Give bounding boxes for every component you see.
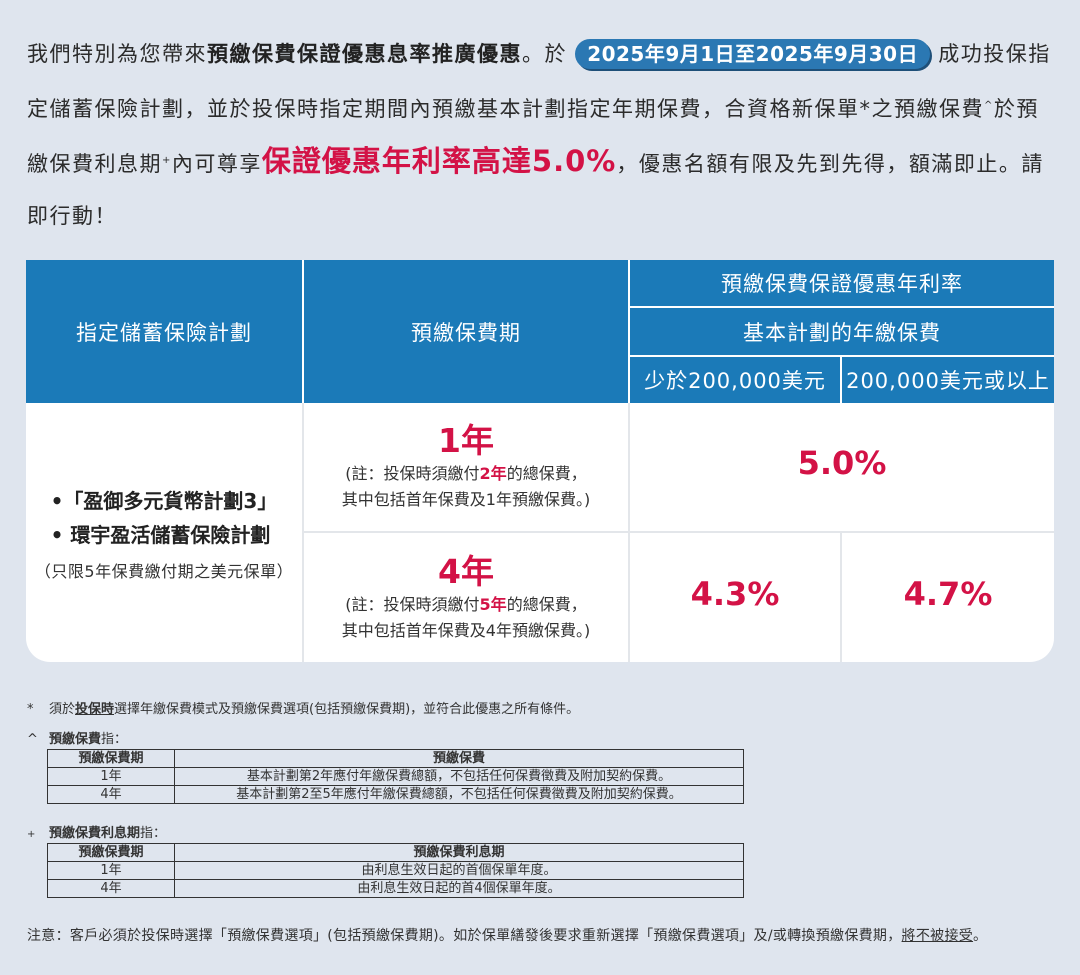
grid-line bbox=[304, 531, 1054, 533]
footnote-text: 須於 bbox=[49, 702, 76, 717]
plan-item: • 環宇盈活儲蓄保險計劃 bbox=[50, 522, 271, 547]
footnote-3: + 預繳保費利息期指： bbox=[27, 822, 166, 841]
term-note: (註：投保時須繳付2年的總保費， 其中包括首年保費及1年預繳保費。) bbox=[342, 461, 590, 513]
intro-text: 成功投保指定儲蓄保險計劃，並於投保時指定期間內預繳基本計劃指定年期保費，合資格新… bbox=[27, 42, 1051, 121]
footnote-title: 預繳保費 bbox=[49, 732, 102, 747]
footnote-2: ^ 預繳保費指： bbox=[27, 728, 127, 747]
table-header: 預繳保費期 bbox=[47, 749, 175, 768]
term-cell-4: 4年 (註：投保時須繳付5年的總保費， 其中包括首年保費及4年預繳保費。) bbox=[304, 533, 628, 662]
term-note: (註：投保時須繳付5年的總保費， 其中包括首年保費及4年預繳保費。) bbox=[342, 592, 590, 644]
term-note-text: 的總保費， bbox=[506, 464, 587, 483]
term-cell-1: 1年 (註：投保時須繳付2年的總保費， 其中包括首年保費及1年預繳保費。) bbox=[304, 403, 628, 531]
table-row: 4年 由利息生效日起的首4個保單年度。 bbox=[47, 879, 744, 898]
table-row: 4年 基本計劃第2至5年應付年繳保費總額，不包括任何保費徵費及附加契約保費。 bbox=[47, 785, 744, 804]
table-cell: 1年 bbox=[47, 861, 175, 880]
table-cell: 4年 bbox=[47, 785, 175, 804]
intro-text: 內可尊享 bbox=[171, 152, 262, 176]
table-header: 預繳保費利息期 bbox=[174, 843, 744, 862]
term-note-text: 的總保費， bbox=[506, 594, 587, 614]
col-header-premium: 基本計劃的年繳保費 bbox=[630, 308, 1054, 355]
rate-4yr-band-2: 4.7% bbox=[903, 575, 993, 613]
header-divider bbox=[630, 355, 1054, 357]
table-header: 預繳保費期 bbox=[47, 843, 175, 862]
footnote-marker: ^ bbox=[984, 100, 994, 111]
col-header-plan: 指定儲蓄保險計劃 bbox=[26, 260, 302, 403]
table-row: 1年 由利息生效日起的首個保單年度。 bbox=[47, 861, 744, 880]
intro-paragraph: 我們特別為您帶來預繳保費保證優惠息率推廣優惠。於 2025年9月1日至2025年… bbox=[27, 28, 1057, 242]
footnote-text: 指： bbox=[140, 826, 167, 841]
grid-line bbox=[302, 403, 304, 662]
footnote-text: 指： bbox=[101, 732, 128, 747]
term-note-years: 2年 bbox=[479, 464, 507, 483]
footnote-text: 選擇年繳保費模式及預繳保費選項(包括預繳保費期)，並符合此優惠之所有條件。 bbox=[114, 702, 580, 717]
rate-table: 指定儲蓄保險計劃 預繳保費期 預繳保費保證優惠年利率 基本計劃的年繳保費 少於2… bbox=[26, 260, 1054, 662]
header-divider bbox=[628, 260, 630, 403]
interest-period-table: 預繳保費期 預繳保費利息期 1年 由利息生效日起的首個保單年度。 4年 由利息生效日起… bbox=[47, 843, 744, 898]
footnote-marker: * bbox=[27, 702, 34, 717]
promo-title: 預繳保費保證優惠息率推廣優惠 bbox=[207, 42, 522, 66]
rate-4yr-band-1: 4.3% bbox=[690, 575, 780, 613]
footnote-1: * 須於投保時選擇年繳保費模式及預繳保費選項(包括預繳保費期)，並符合此優惠之所有… bbox=[27, 698, 579, 717]
intro-text: ，優惠名額有限及先到先得，額滿即止。請即行動！ bbox=[27, 152, 1044, 228]
intro-text: 於預繳保費利息期 bbox=[27, 97, 1039, 176]
footer-text: 注意：客戶必須於投保時選擇「預繳保費選項」(包括預繳保費期)。如於保單繕發後要求… bbox=[27, 928, 902, 944]
term-note-text: (註：投保時須繳付 bbox=[345, 594, 480, 614]
grid-line bbox=[840, 533, 842, 662]
rate-1yr: 5.0% bbox=[797, 444, 887, 482]
table-header: 預繳保費 bbox=[174, 749, 744, 768]
table-cell: 4年 bbox=[47, 879, 175, 898]
plan-note: （只限5年保費繳付期之美元保單） bbox=[34, 561, 294, 581]
plan-list: •「盈御多元貨幣計劃3」 • 環宇盈活儲蓄保險計劃 bbox=[51, 484, 278, 552]
prepaid-premium-table: 預繳保費期 預繳保費 1年 基本計劃第2年應付年繳保費總額，不包括任何保費徵費及附加… bbox=[47, 749, 744, 804]
footer-emphasis: 將不被接受 bbox=[901, 928, 974, 944]
table-cell: 基本計劃第2年應付年繳保費總額，不包括任何保費徵費及附加契約保費。 bbox=[174, 767, 744, 786]
plan-cell: •「盈御多元貨幣計劃3」 • 環宇盈活儲蓄保險計劃 （只限5年保費繳付期之美元保… bbox=[26, 403, 302, 662]
term-label: 4年 bbox=[438, 551, 494, 591]
intro-text: 。於 bbox=[522, 42, 567, 66]
footnote-marker: + bbox=[162, 155, 172, 166]
col-header-band-2: 200,000美元或以上 bbox=[842, 357, 1054, 403]
header-divider bbox=[840, 357, 842, 403]
col-header-term: 預繳保費期 bbox=[304, 260, 628, 403]
footnote-marker: + bbox=[27, 829, 36, 840]
col-header-band-1: 少於200,000美元 bbox=[630, 357, 840, 403]
term-label: 1年 bbox=[438, 421, 494, 460]
table-cell: 1年 bbox=[47, 767, 175, 786]
term-note-text: (註：投保時須繳付 bbox=[345, 464, 480, 483]
col-header-rate: 預繳保費保證優惠年利率 bbox=[630, 260, 1054, 306]
footnote-title: 預繳保費利息期 bbox=[49, 826, 141, 841]
footer-notice: 注意：客戶必須於投保時選擇「預繳保費選項」(包括預繳保費期)。如於保單繕發後要求… bbox=[27, 925, 987, 945]
header-divider bbox=[302, 260, 304, 403]
plan-item: •「盈御多元貨幣計劃3」 bbox=[50, 488, 278, 513]
table-cell: 基本計劃第2至5年應付年繳保費總額，不包括任何保費徵費及附加契約保費。 bbox=[174, 785, 744, 804]
term-note-text: 其中包括首年保費及1年預繳保費。) bbox=[341, 490, 591, 509]
rate-highlight: 保證優惠年利率高達5.0% bbox=[261, 144, 617, 178]
date-range-badge: 2025年9月1日至2025年9月30日 bbox=[575, 39, 931, 69]
term-note-text: 其中包括首年保費及4年預繳保費。) bbox=[341, 620, 591, 640]
table-row: 1年 基本計劃第2年應付年繳保費總額，不包括任何保費徵費及附加契約保費。 bbox=[47, 767, 744, 786]
footer-text: 。 bbox=[973, 928, 988, 944]
header-divider bbox=[630, 306, 1054, 308]
table-cell: 由利息生效日起的首4個保單年度。 bbox=[174, 879, 744, 898]
term-note-years: 5年 bbox=[479, 594, 507, 614]
intro-text: 我們特別為您帶來 bbox=[27, 42, 207, 66]
footnote-marker: ^ bbox=[27, 732, 38, 747]
footnote-emphasis: 投保時 bbox=[75, 702, 115, 717]
table-cell: 由利息生效日起的首個保單年度。 bbox=[174, 861, 744, 880]
